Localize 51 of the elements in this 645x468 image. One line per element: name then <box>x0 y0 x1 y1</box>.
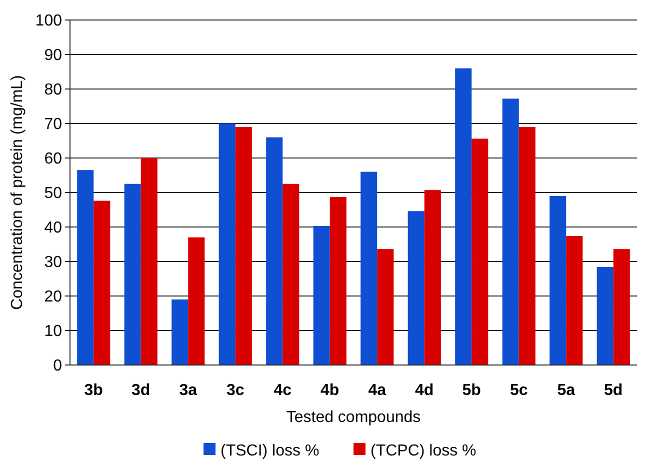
bar <box>140 158 158 365</box>
bar <box>408 211 424 365</box>
legend-label: (TSCI) loss % <box>220 442 320 460</box>
bar <box>424 190 441 365</box>
bar <box>596 267 614 365</box>
x-tick-label: 5d <box>604 382 623 399</box>
bar <box>172 299 188 365</box>
x-axis-title: Tested compounds <box>286 409 421 426</box>
bar <box>377 249 394 365</box>
bar <box>77 170 94 365</box>
bar <box>313 226 330 365</box>
bar <box>502 98 519 365</box>
y-tick-label: 50 <box>44 185 62 202</box>
x-tick-label: 4a <box>368 382 386 399</box>
y-tick-label: 100 <box>35 12 62 30</box>
bar <box>613 249 630 365</box>
bar <box>266 137 283 365</box>
y-tick-label: 40 <box>44 220 62 237</box>
bar <box>518 126 536 365</box>
x-tick-label: 3d <box>132 382 150 399</box>
bar <box>550 196 566 365</box>
bar <box>282 184 300 365</box>
x-tick-label: 3b <box>84 382 104 399</box>
y-tick-label: 90 <box>44 47 62 64</box>
bar <box>566 236 583 365</box>
bar <box>188 237 205 365</box>
legend-label: (TCPC) loss % <box>370 442 476 460</box>
x-tick-label: 5c <box>510 382 528 399</box>
bar <box>235 126 252 365</box>
bar <box>94 200 110 365</box>
bar <box>330 196 346 365</box>
y-tick-label: 20 <box>44 288 62 306</box>
x-tick-label: 5b <box>462 382 482 399</box>
y-tick-label: 80 <box>44 82 62 99</box>
y-tick-label: 70 <box>44 116 62 134</box>
y-axis-title: Concentration of protein (mg/mL) <box>9 75 26 310</box>
bar <box>124 184 141 365</box>
x-tick-label: 3a <box>179 382 198 399</box>
y-tick-label: 10 <box>44 323 62 340</box>
x-tick-label: 4d <box>415 382 434 399</box>
y-tick-label: 30 <box>44 254 62 272</box>
x-tick-label: 3c <box>226 382 244 399</box>
x-tick-label: 4c <box>274 382 292 399</box>
bar <box>360 172 378 365</box>
x-tick-label: 5a <box>557 382 576 399</box>
x-tick-label: 4b <box>320 382 340 399</box>
y-tick-label: 60 <box>44 150 62 168</box>
bar <box>472 138 488 365</box>
y-tick-label: 0 <box>53 358 62 375</box>
bar <box>455 68 472 365</box>
bar <box>218 124 236 365</box>
